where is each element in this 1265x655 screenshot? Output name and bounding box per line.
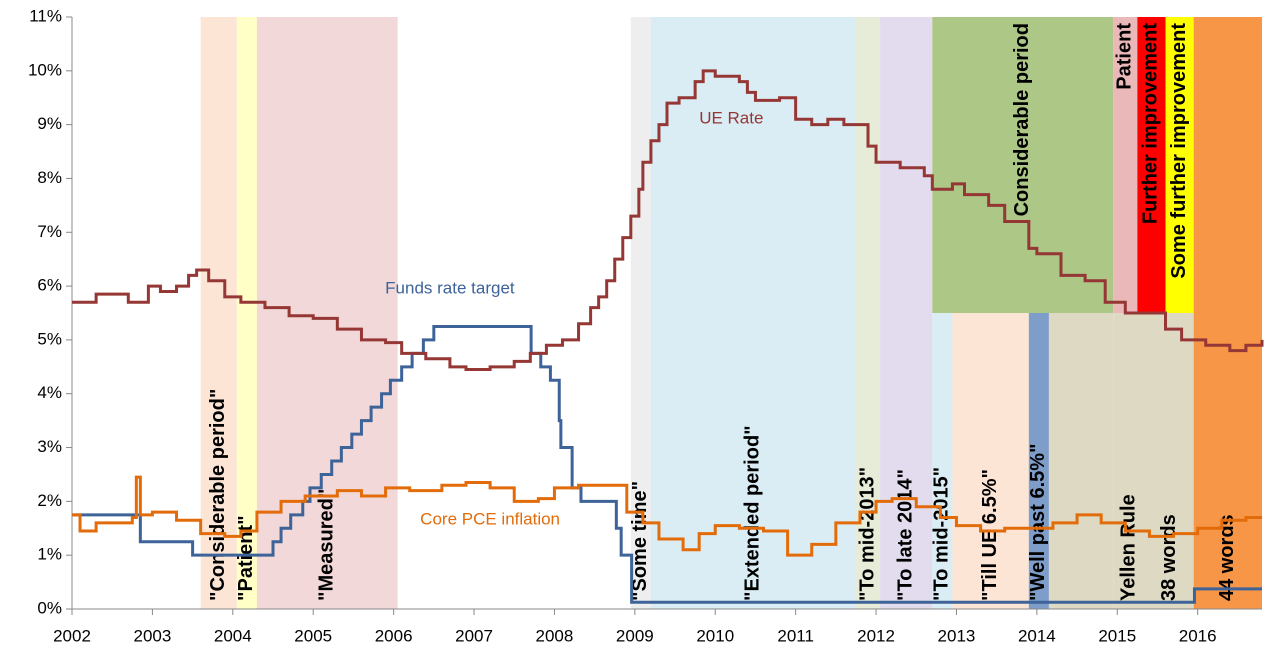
x-tick-label: 2009 (616, 626, 654, 645)
x-tick-label: 2007 (455, 626, 493, 645)
period-band (1113, 313, 1146, 609)
x-tick-label: 2008 (536, 626, 574, 645)
period-band (1165, 17, 1194, 313)
y-tick-label: 9% (37, 114, 62, 133)
series-label: UE Rate (699, 109, 763, 128)
band-label: "To late 2014" (894, 469, 916, 601)
y-tick-label: 3% (37, 437, 62, 456)
band-label: "Till UE 6.5%" (979, 469, 1001, 601)
period-band (1048, 313, 1114, 609)
x-tick-label: 2010 (696, 626, 734, 645)
period-band (236, 17, 257, 609)
band-label: "To mid-2013" (856, 467, 878, 601)
y-tick-label: 1% (37, 545, 62, 564)
y-tick-label: 2% (37, 491, 62, 510)
x-tick-label: 2014 (1018, 626, 1056, 645)
band-label: "Well past 6.5%" (1027, 443, 1049, 601)
x-tick-label: 2015 (1098, 626, 1136, 645)
y-tick-label: 0% (37, 598, 62, 617)
x-tick-label: 2011 (777, 626, 814, 645)
series-line (72, 475, 1262, 557)
band-label: Further improvement (1140, 23, 1162, 224)
x-tick-label: 2006 (375, 626, 413, 645)
period-band (1028, 313, 1049, 609)
y-tick-label: 5% (37, 329, 62, 348)
x-tick-label: 2016 (1179, 626, 1217, 645)
series-label: Funds rate target (385, 278, 515, 297)
series-label: Core PCE inflation (420, 510, 560, 529)
period-band (630, 17, 651, 609)
x-tick-label: 2002 (53, 626, 91, 645)
x-tick-label: 2012 (857, 626, 895, 645)
x-tick-label: 2005 (294, 626, 332, 645)
band-label: Considerable period (1011, 23, 1033, 216)
band-label: Patient (1114, 23, 1136, 90)
band-label: "To mid-2015" (931, 467, 953, 601)
y-tick-label: 10% (28, 60, 62, 79)
x-tick-label: 2013 (938, 626, 976, 645)
period-band (932, 313, 953, 609)
period-band (1113, 17, 1138, 313)
x-tick-label: 2004 (214, 626, 252, 645)
band-label: Yellen Rule (1118, 494, 1140, 601)
period-band (932, 17, 1114, 313)
band-label: "Extended period" (742, 425, 764, 601)
y-tick-label: 7% (37, 222, 62, 241)
y-tick-label: 6% (37, 276, 62, 295)
y-tick-label: 8% (37, 168, 62, 187)
period-band (1137, 17, 1166, 313)
x-tick-label: 2003 (133, 626, 171, 645)
band-label: 38 words (1158, 514, 1180, 601)
period-band (1145, 313, 1194, 609)
y-tick-label: 4% (37, 383, 62, 402)
period-band (880, 17, 933, 609)
period-band (1193, 17, 1262, 609)
series-line (72, 69, 1264, 372)
band-label: Some further improvement (1168, 23, 1190, 279)
band-label: 44 words (1216, 514, 1238, 601)
band-label: "Patient" (235, 515, 257, 601)
band-label: "Considerable period" (207, 389, 229, 601)
y-tick-label: 11% (29, 6, 62, 25)
period-band (952, 313, 1029, 609)
period-band (200, 17, 237, 609)
period-band (650, 17, 856, 609)
band-label: "Measured" (316, 489, 338, 601)
